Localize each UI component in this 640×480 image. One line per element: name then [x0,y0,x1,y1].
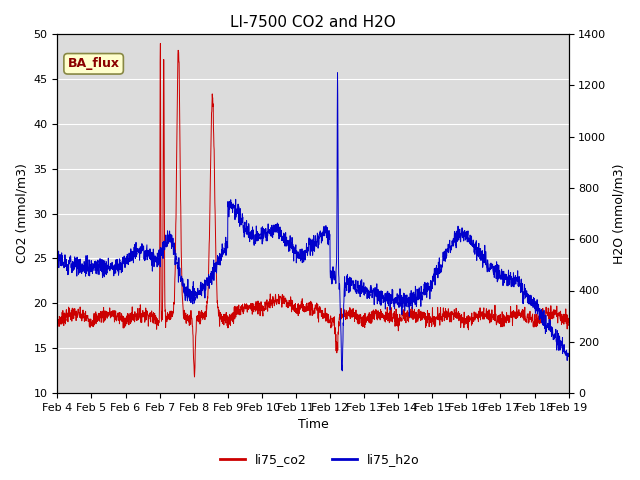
Text: BA_flux: BA_flux [68,57,120,70]
Legend: li75_co2, li75_h2o: li75_co2, li75_h2o [215,448,425,471]
Y-axis label: CO2 (mmol/m3): CO2 (mmol/m3) [15,164,28,264]
Title: LI-7500 CO2 and H2O: LI-7500 CO2 and H2O [230,15,396,30]
Y-axis label: H2O (mmol/m3): H2O (mmol/m3) [612,163,625,264]
X-axis label: Time: Time [298,419,328,432]
